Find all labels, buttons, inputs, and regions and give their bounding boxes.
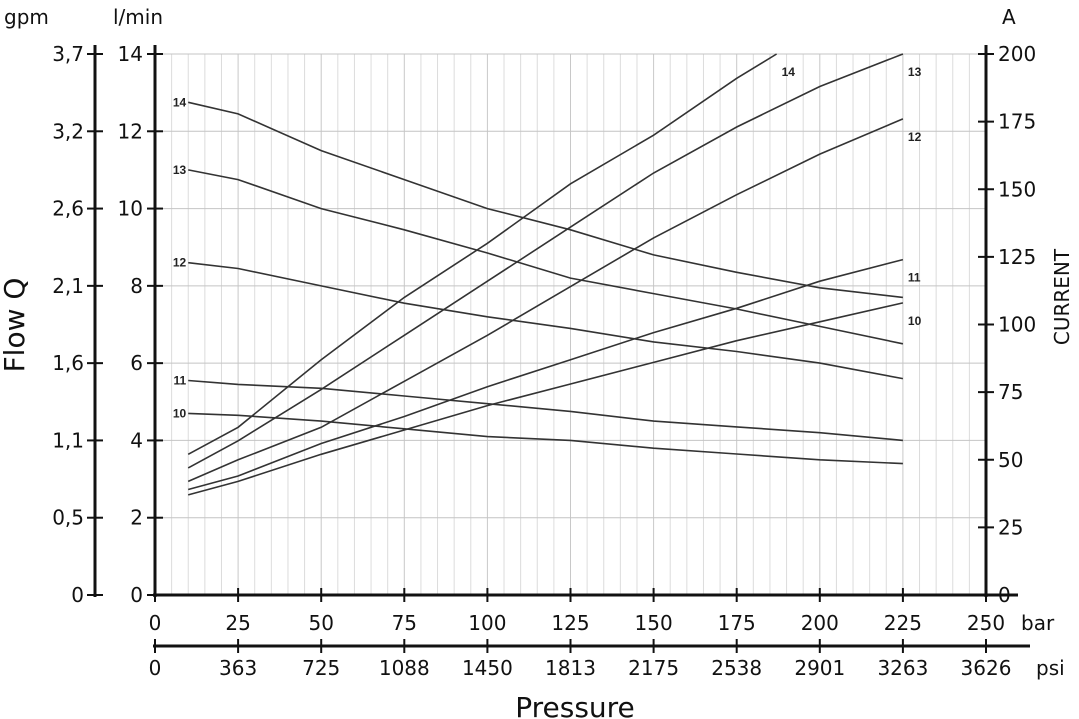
current-curve-label: 10 [908, 314, 922, 328]
psi-tick-label: 3263 [877, 656, 928, 680]
amp-tick-label: 0 [998, 583, 1011, 607]
lmin-tick-label: 8 [130, 274, 143, 298]
psi-tick-label: 3626 [961, 656, 1012, 680]
current-curve-label: 11 [908, 271, 921, 285]
gpm-tick-label: 0 [71, 583, 84, 607]
flow-curve-label: 12 [173, 256, 187, 270]
bar-tick-label: 150 [635, 611, 673, 635]
lmin-tick-label: 10 [118, 197, 143, 221]
series: 14 13 12 11 10 14 13 12 11 10 [173, 53, 922, 496]
bar-tick-label: 0 [149, 611, 162, 635]
psi-tick-label: 1088 [379, 656, 430, 680]
psi-unit-label: psi [1036, 656, 1065, 680]
flow-curve-12 [188, 261, 904, 380]
current-curve-13 [187, 53, 904, 469]
psi-tick-label: 0 [149, 656, 162, 680]
bar-tick-label: 25 [225, 611, 250, 635]
current-curve-12 [187, 118, 904, 483]
bar-tick-label: 200 [801, 611, 839, 635]
flow-curve-14 [188, 101, 903, 299]
flow-curve-label: 13 [173, 163, 187, 177]
bar-tick-label: 175 [718, 611, 756, 635]
current-curve-14 [187, 53, 778, 456]
lmin-tick-label: 12 [118, 119, 143, 143]
amp-tick-label: 150 [998, 177, 1036, 201]
amp-tick-label: 125 [998, 245, 1036, 269]
flow-curve-11 [188, 379, 903, 442]
psi-tick-label: 2175 [628, 656, 679, 680]
gpm-tick-label: 2,6 [52, 197, 84, 221]
gpm-tick-label: 3,7 [52, 42, 84, 66]
psi-tick-label: 725 [302, 656, 340, 680]
right-axis-title: CURRENT [1050, 248, 1074, 345]
flow-curve-13 [188, 169, 904, 345]
psi-tick-label: 1813 [545, 656, 596, 680]
psi-tick-label: 2901 [794, 656, 845, 680]
current-curve-label: 12 [908, 130, 922, 144]
lmin-tick-label: 6 [130, 351, 143, 375]
current-curve-label: 13 [908, 65, 922, 79]
gpm-tick-label: 0,5 [52, 506, 84, 530]
lmin-tick-label: 14 [118, 42, 143, 66]
gpm-tick-label: 3,2 [52, 119, 84, 143]
labels: gpm l/min A bar psi Pressure Flow Q CURR… [0, 5, 1074, 719]
bar-tick-label: 75 [392, 611, 417, 635]
psi-tick-label: 1450 [462, 656, 513, 680]
lmin-tick-label: 2 [130, 506, 143, 530]
flow-curve-label: 10 [173, 406, 187, 420]
amp-tick-label: 50 [998, 448, 1023, 472]
gpm-tick-label: 2,1 [52, 274, 84, 298]
y-axis-title: Flow Q [0, 278, 31, 373]
current-curve-label: 14 [782, 65, 796, 79]
bar-tick-label: 225 [884, 611, 922, 635]
amp-tick-label: 75 [998, 380, 1023, 404]
bar-tick-label: 250 [967, 611, 1005, 635]
grid [154, 53, 987, 596]
gpm-tick-label: 1,1 [52, 428, 84, 452]
current-curve-10 [187, 302, 904, 496]
x-axis-title: Pressure [515, 691, 635, 719]
amp-tick-label: 200 [998, 42, 1036, 66]
flow-curve-label: 11 [174, 374, 187, 388]
bar-tick-label: 125 [551, 611, 589, 635]
amp-tick-label: 25 [998, 515, 1023, 539]
bar-tick-label: 50 [308, 611, 333, 635]
lmin-unit-label: l/min [113, 5, 163, 29]
psi-tick-label: 2538 [711, 656, 762, 680]
amp-tick-label: 175 [998, 110, 1036, 134]
amp-unit-label: A [1002, 5, 1016, 29]
amp-tick-label: 100 [998, 313, 1036, 337]
current-curve-11 [187, 258, 904, 491]
flow-curve-label: 14 [173, 95, 187, 109]
bar-unit-label: bar [1021, 611, 1055, 635]
bar-tick-label: 100 [468, 611, 506, 635]
lmin-tick-label: 0 [130, 583, 143, 607]
lmin-tick-label: 4 [130, 428, 143, 452]
psi-tick-label: 363 [219, 656, 257, 680]
gpm-unit-label: gpm [4, 5, 49, 29]
axes: 0 2 4 6 8 10 12 14 0 0,5 1,1 1,6 2,1 2,6 3,2 3,7 0 25 50 75… [52, 42, 1036, 680]
flow-curve-10 [188, 412, 903, 465]
gpm-tick-label: 1,6 [52, 351, 84, 375]
